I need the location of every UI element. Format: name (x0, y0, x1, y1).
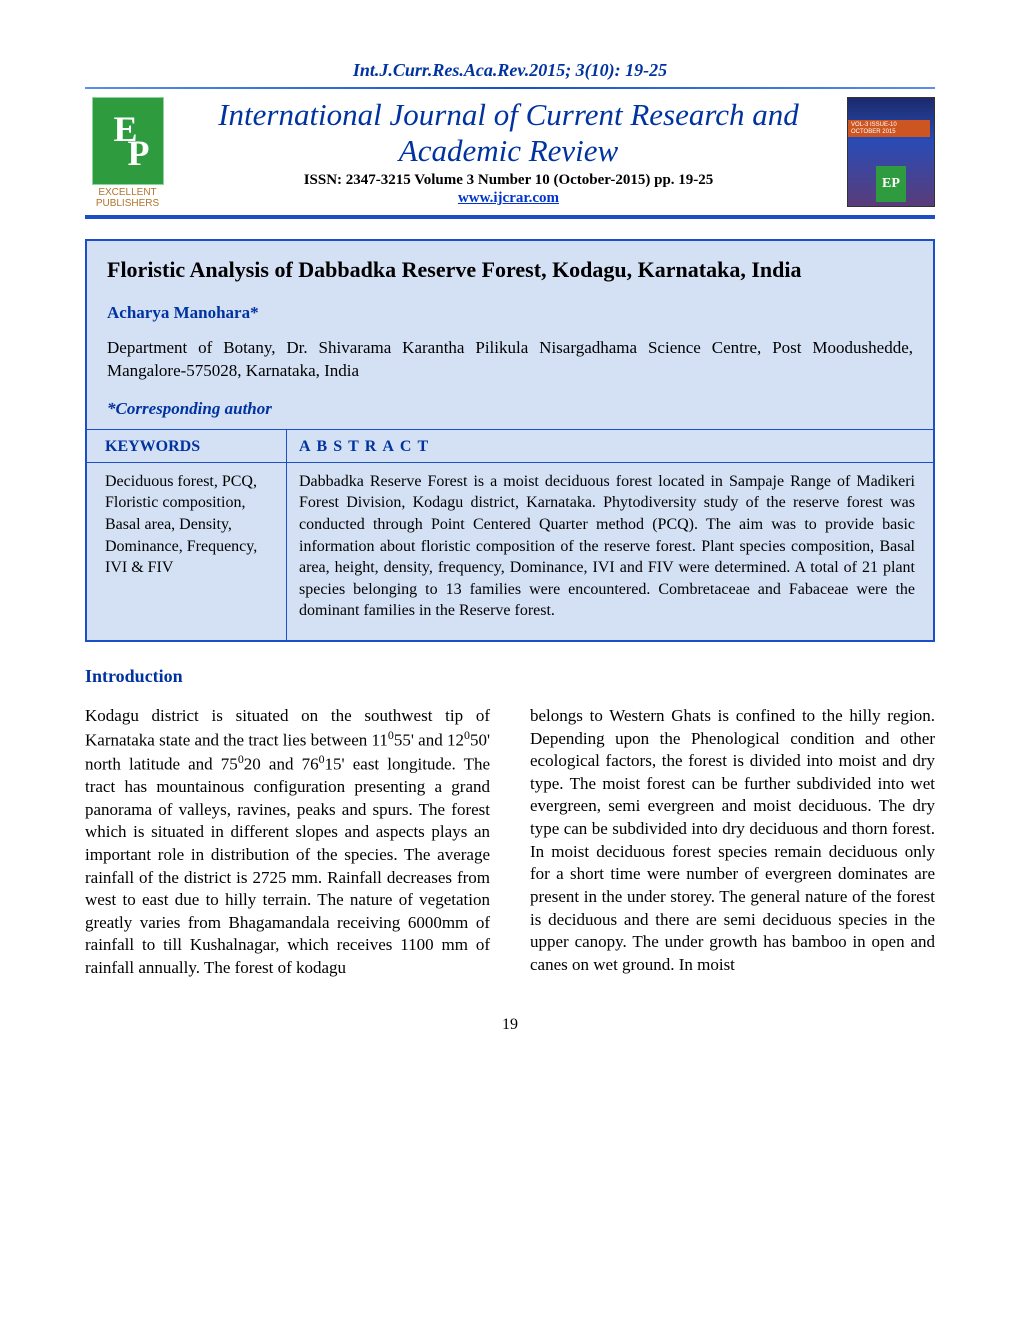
body-column-left: Kodagu district is situated on the south… (85, 705, 490, 980)
journal-title: International Journal of Current Researc… (180, 97, 837, 168)
keywords-abstract-row: KEYWORDS Deciduous forest, PCQ, Floristi… (87, 429, 933, 640)
publisher-name: EXCELLENT PUBLISHERS (96, 187, 159, 209)
masthead: E P EXCELLENT PUBLISHERS International J… (85, 97, 935, 209)
keywords-heading: KEYWORDS (105, 438, 274, 462)
keywords-body: Deciduous forest, PCQ, Floristic composi… (105, 463, 274, 579)
keywords-column: KEYWORDS Deciduous forest, PCQ, Floristi… (87, 430, 287, 640)
author-affiliation: Department of Botany, Dr. Shivarama Kara… (107, 337, 913, 383)
header-divider (85, 87, 935, 89)
article-title: Floristic Analysis of Dabbadka Reserve F… (107, 257, 913, 283)
masthead-divider (85, 215, 935, 219)
publisher-logo-block: E P (92, 97, 164, 185)
journal-cover-thumbnail: VOL-3 ISSUE-10 OCTOBER 2015 EP (847, 97, 935, 207)
running-header: Int.J.Curr.Res.Aca.Rev.2015; 3(10): 19-2… (85, 60, 935, 81)
journal-website-link[interactable]: www.ijcrar.com (458, 190, 559, 206)
body-column-right: belongs to Western Ghats is confined to … (530, 705, 935, 980)
issn-line: ISSN: 2347-3215 Volume 3 Number 10 (Octo… (180, 172, 837, 189)
publisher-name-line1: EXCELLENT (98, 187, 156, 198)
abstract-body: Dabbadka Reserve Forest is a moist decid… (299, 463, 915, 622)
cover-issue-badge: VOL-3 ISSUE-10 OCTOBER 2015 (848, 120, 930, 137)
journal-title-block: International Journal of Current Researc… (180, 97, 837, 207)
page-number: 19 (85, 1016, 935, 1034)
publisher-name-line2: PUBLISHERS (96, 198, 159, 209)
abstract-column: ABSTRACT Dabbadka Reserve Forest is a mo… (287, 430, 933, 640)
cover-logo-text: EP (882, 176, 900, 192)
abstract-heading: ABSTRACT (299, 438, 915, 462)
publisher-letters: E P (106, 113, 150, 170)
introduction-heading: Introduction (85, 666, 935, 687)
corresponding-author-note: *Corresponding author (107, 399, 913, 419)
article-header-box: Floristic Analysis of Dabbadka Reserve F… (85, 239, 935, 642)
body-text-columns: Kodagu district is situated on the south… (85, 705, 935, 980)
cover-logo: EP (876, 166, 906, 202)
author-name: Acharya Manohara* (107, 303, 913, 323)
publisher-logo: E P EXCELLENT PUBLISHERS (85, 97, 170, 209)
